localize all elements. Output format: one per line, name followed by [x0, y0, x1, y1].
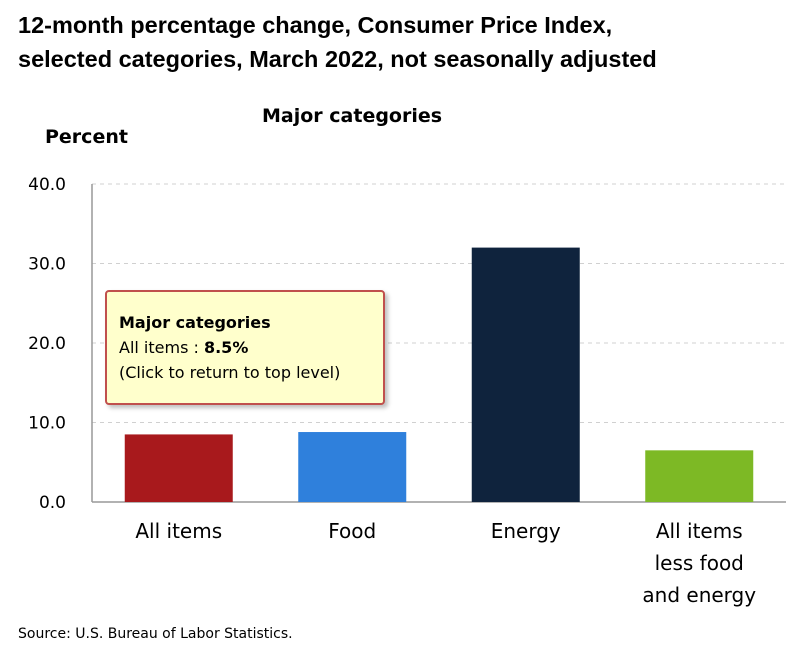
x-category-label: Energy: [491, 519, 561, 543]
tooltip-title: Major categories: [119, 313, 271, 332]
source-note: Source: U.S. Bureau of Labor Statistics.: [18, 626, 293, 642]
chart-title-line-2: selected categories, March 2022, not sea…: [18, 46, 657, 72]
x-category-label: less food: [655, 551, 744, 575]
y-tick-label: 30.0: [28, 255, 66, 275]
chart-tooltip[interactable]: Major categories All items : 8.5% (Click…: [105, 290, 385, 405]
tooltip-label: All items :: [119, 338, 204, 357]
y-tick-label: 40.0: [28, 175, 66, 195]
y-tick-label: 20.0: [28, 334, 66, 354]
x-category-label: All items: [135, 519, 222, 543]
bar: [645, 450, 754, 502]
x-category-label: Food: [328, 519, 376, 543]
chart-subtitle: Major categories: [262, 105, 443, 127]
bar: [124, 434, 233, 502]
x-category-label: and energy: [642, 583, 756, 607]
tooltip-hint[interactable]: (Click to return to top level): [119, 363, 341, 382]
tooltip-value-line: All items : 8.5%: [119, 335, 371, 360]
bar: [298, 432, 407, 502]
y-axis-label: Percent: [45, 126, 128, 148]
chart-title: 12-month percentage change, Consumer Pri…: [18, 8, 788, 76]
tooltip-value: 8.5%: [203, 338, 249, 357]
y-tick-label: 10.0: [28, 414, 66, 434]
chart-title-line-1: 12-month percentage change, Consumer Pri…: [18, 12, 613, 38]
x-category-label: All items: [656, 519, 743, 543]
y-tick-label: 0.0: [39, 493, 66, 513]
bar: [471, 247, 580, 502]
